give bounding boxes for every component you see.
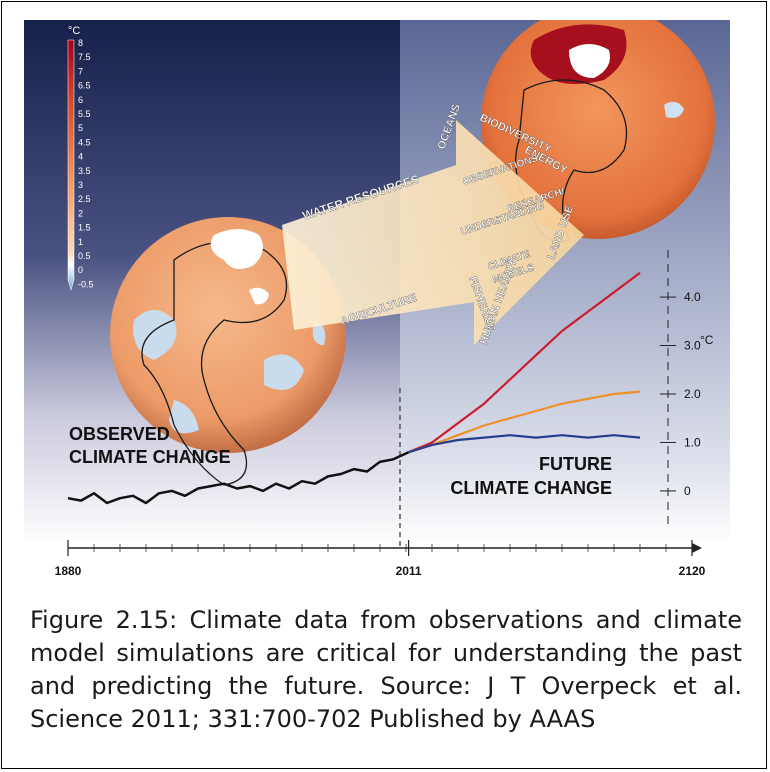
x-tick-label: 2120 xyxy=(679,564,706,578)
globe-cool-patches xyxy=(133,310,326,434)
future-globe xyxy=(481,20,715,243)
observed-series-line xyxy=(67,451,410,505)
observed-globe xyxy=(110,217,346,486)
background-axis-strip xyxy=(24,545,730,590)
y-tick-label: 3.0 xyxy=(684,339,701,353)
x-tick-label: 1880 xyxy=(55,564,82,578)
scale-tick-label: 7 xyxy=(78,66,83,76)
observed-label-line2: CLIMATE CHANGE xyxy=(69,447,231,467)
projection-series-line xyxy=(408,390,641,454)
future-label-line2: CLIMATE CHANGE xyxy=(450,478,612,498)
x-tick-label: 2011 xyxy=(396,564,422,578)
scale-tick-label: -0.5 xyxy=(78,279,94,289)
y-tick-label: 2.0 xyxy=(684,387,701,401)
scale-tick-label: 7.5 xyxy=(78,52,91,62)
scale-tick-label: 6.5 xyxy=(78,81,91,91)
series-layer xyxy=(67,271,641,505)
projection-series-line xyxy=(408,271,641,454)
y-tick-label: 4.0 xyxy=(684,290,701,304)
figure-caption: Figure 2.15: Climate data from observati… xyxy=(30,606,742,733)
future-label-line1: FUTURE xyxy=(539,454,612,474)
scale-tick-label: 0 xyxy=(78,265,83,275)
scale-tick-label: 2 xyxy=(78,208,83,218)
globe-ice-cap xyxy=(569,44,610,78)
scale-bar xyxy=(67,39,75,291)
temperature-color-scale: °C 8 7.5 7 6.5 6 5.5 5 4.5 4 3.5 3 2.5 2 1.5 1 0.5 0 -0.5 xyxy=(67,25,94,291)
y-axis: 4.0 3.0 2.0 1.0 0 °C xyxy=(660,250,714,530)
y-axis-unit: °C xyxy=(700,333,714,347)
scale-tick-label: 1.5 xyxy=(78,223,91,233)
scale-tick-label: 3.5 xyxy=(78,166,91,176)
scale-tick-label: 5.5 xyxy=(78,109,91,119)
observed-label-line1: OBSERVED xyxy=(69,424,170,444)
y-tick-label: 1.0 xyxy=(684,435,701,449)
x-axis: 1880 2011 2120 xyxy=(55,540,706,578)
x-tick-labels: 1880 2011 2120 xyxy=(55,540,706,578)
scale-tick-label: 0.5 xyxy=(78,251,91,261)
globe-ice-cap xyxy=(210,229,269,305)
climate-figure: °C 8 7.5 7 6.5 6 5.5 5 4.5 4 3.5 3 2.5 2 1.5 1 0.5 0 -0.5… xyxy=(24,20,730,590)
scale-tick-label: 4 xyxy=(78,152,83,162)
y-tick-labels: 4.0 3.0 2.0 1.0 0 xyxy=(660,290,701,498)
scale-tick-label: 2.5 xyxy=(78,194,91,204)
x-minor-ticks xyxy=(67,544,693,552)
scale-tick-label: 6 xyxy=(78,95,83,105)
scale-tick-label: 5 xyxy=(78,123,83,133)
x-axis-arrowhead xyxy=(692,543,702,553)
scale-tick-label: 1 xyxy=(78,237,83,247)
scale-unit: °C xyxy=(68,25,80,37)
scale-tick-labels: 8 7.5 7 6.5 6 5.5 5 4.5 4 3.5 3 2.5 2 1.5 1 0.5 0 -0.5 xyxy=(78,38,94,289)
globe-cool-spot xyxy=(664,101,684,118)
scale-tick-label: 8 xyxy=(78,38,83,48)
scale-tick-label: 4.5 xyxy=(78,137,91,147)
globe-landmass xyxy=(141,241,288,486)
projection-series-line xyxy=(408,434,641,454)
scale-tick-label: 3 xyxy=(78,180,83,190)
y-tick-label: 0 xyxy=(684,484,691,498)
